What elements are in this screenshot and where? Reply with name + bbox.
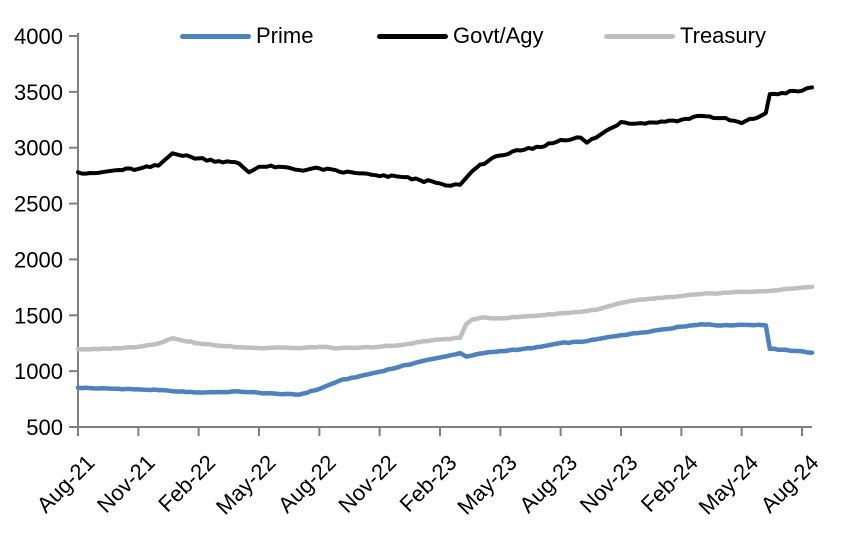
y-tick-label: 2000 — [14, 247, 63, 272]
series-line-govt-agy — [76, 85, 815, 188]
x-tick-label: Aug-21 — [32, 450, 100, 518]
axes: 5001000150020002500300035004000Aug-21Nov… — [14, 24, 823, 519]
y-tick-label: 1500 — [14, 303, 63, 328]
y-tick-label: 2500 — [14, 192, 63, 217]
y-tick-label: 1000 — [14, 359, 63, 384]
x-tick-label: Nov-21 — [92, 450, 160, 518]
series-line-prime — [75, 321, 815, 397]
x-tick-label: Aug-24 — [756, 450, 824, 518]
x-tick-label: May-22 — [211, 450, 281, 520]
x-tick-label: Nov-23 — [575, 450, 643, 518]
series-line-treasury — [75, 284, 815, 352]
x-tick-label: May-24 — [694, 450, 764, 520]
x-tick-label: Aug-23 — [514, 450, 582, 518]
y-tick-label: 500 — [26, 415, 63, 440]
x-tick-label: Feb-23 — [395, 450, 462, 517]
y-tick-label: 3500 — [14, 80, 63, 105]
x-tick-label: Feb-24 — [636, 450, 703, 517]
x-tick-label: Nov-22 — [333, 450, 401, 518]
x-tick-label: May-23 — [452, 450, 522, 520]
y-tick-label: 4000 — [14, 24, 63, 49]
y-tick-label: 3000 — [14, 136, 63, 161]
x-tick-label: Feb-22 — [153, 450, 220, 517]
x-tick-label: Aug-22 — [273, 450, 341, 518]
